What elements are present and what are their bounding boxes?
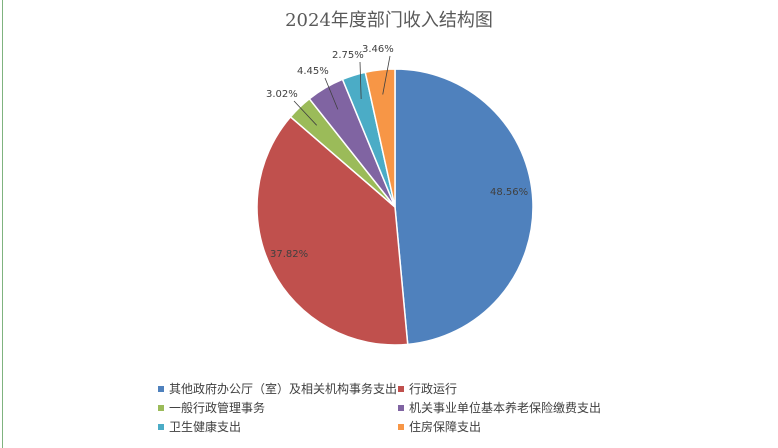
slice-label: 48.56%: [490, 187, 528, 198]
slice-label: 3.46%: [362, 44, 394, 55]
legend-item: 行政运行: [398, 380, 457, 397]
legend-item: 一般行政管理事务: [158, 399, 265, 416]
legend-label: 行政运行: [409, 382, 458, 396]
legend-label: 机关事业单位基本养老保险缴费支出: [409, 401, 602, 415]
slice-label: 37.82%: [270, 249, 308, 260]
chart-title: 2024年度部门收入结构图: [285, 10, 493, 31]
slice-label: 4.45%: [297, 66, 329, 77]
left-border: [2, 0, 3, 448]
legend-swatch: [398, 404, 404, 411]
legend-swatch: [158, 385, 164, 392]
legend-swatch: [158, 423, 164, 430]
legend-item: 卫生健康支出: [158, 418, 241, 435]
pie-slice: [394, 68, 534, 346]
legend-label: 一般行政管理事务: [169, 401, 266, 415]
leader-line: [293, 100, 317, 126]
leader-line: [359, 61, 362, 100]
legend-label: 卫生健康支出: [169, 420, 242, 434]
legend-label: 住房保障支出: [409, 420, 482, 434]
leader-line: [382, 55, 391, 95]
slice-label: 2.75%: [332, 50, 364, 61]
leader-line: [324, 77, 339, 110]
legend-label: 其他政府办公厅（室）及相关机构事务支出: [169, 382, 398, 396]
pie-slice: [256, 115, 409, 346]
legend-item: 住房保障支出: [398, 418, 481, 435]
slice-label: 3.02%: [266, 89, 298, 100]
legend-swatch: [158, 404, 164, 411]
legend-swatch: [398, 385, 404, 392]
legend-item: 其他政府办公厅（室）及相关机构事务支出: [158, 380, 397, 397]
pie-slice: [364, 68, 396, 208]
legend-swatch: [398, 423, 404, 430]
legend-item: 机关事业单位基本养老保险缴费支出: [398, 399, 601, 416]
